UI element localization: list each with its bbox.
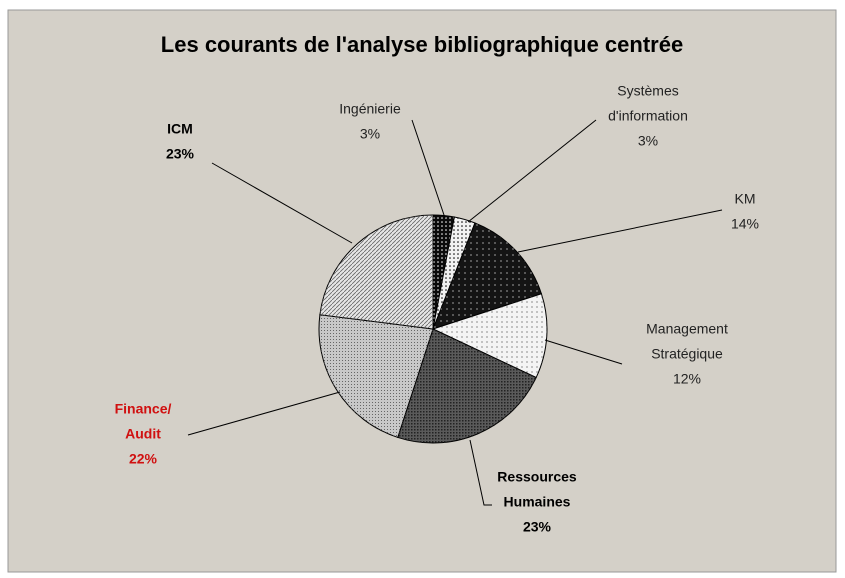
slice-label: Ressources [497, 469, 577, 485]
slice-label: Stratégique [651, 346, 723, 362]
slice-label: Finance/ [115, 401, 172, 417]
slice-label: d'information [608, 108, 688, 124]
leader-line [467, 119, 597, 223]
leader-line [211, 162, 353, 244]
slice-texture [433, 293, 547, 378]
leader-line [517, 209, 723, 253]
slice-label: Management [646, 321, 728, 337]
leader-line [544, 339, 623, 365]
leader-line [469, 439, 492, 506]
value-label: 3% [638, 133, 658, 149]
value-label: 14% [731, 216, 759, 232]
value-label: 23% [523, 519, 552, 535]
value-label: 3% [360, 126, 380, 142]
slice-label: Ingénierie [339, 101, 401, 117]
slice-label: Audit [125, 426, 161, 442]
leader-line [187, 391, 341, 436]
slice-texture [319, 314, 433, 438]
slice-label: Systèmes [617, 83, 678, 99]
leader-line [411, 119, 446, 219]
slice-texture [319, 215, 433, 329]
slice-label: Humaines [504, 494, 571, 510]
chart-title: Les courants de l'analyse bibliographiqu… [161, 32, 683, 57]
slice-texture [397, 329, 537, 443]
value-label: 22% [129, 451, 158, 467]
slice-label: KM [735, 191, 756, 207]
slice-label: ICM [167, 121, 193, 137]
slice-texture [433, 217, 475, 329]
value-label: 23% [166, 146, 195, 162]
value-label: 12% [673, 371, 701, 387]
